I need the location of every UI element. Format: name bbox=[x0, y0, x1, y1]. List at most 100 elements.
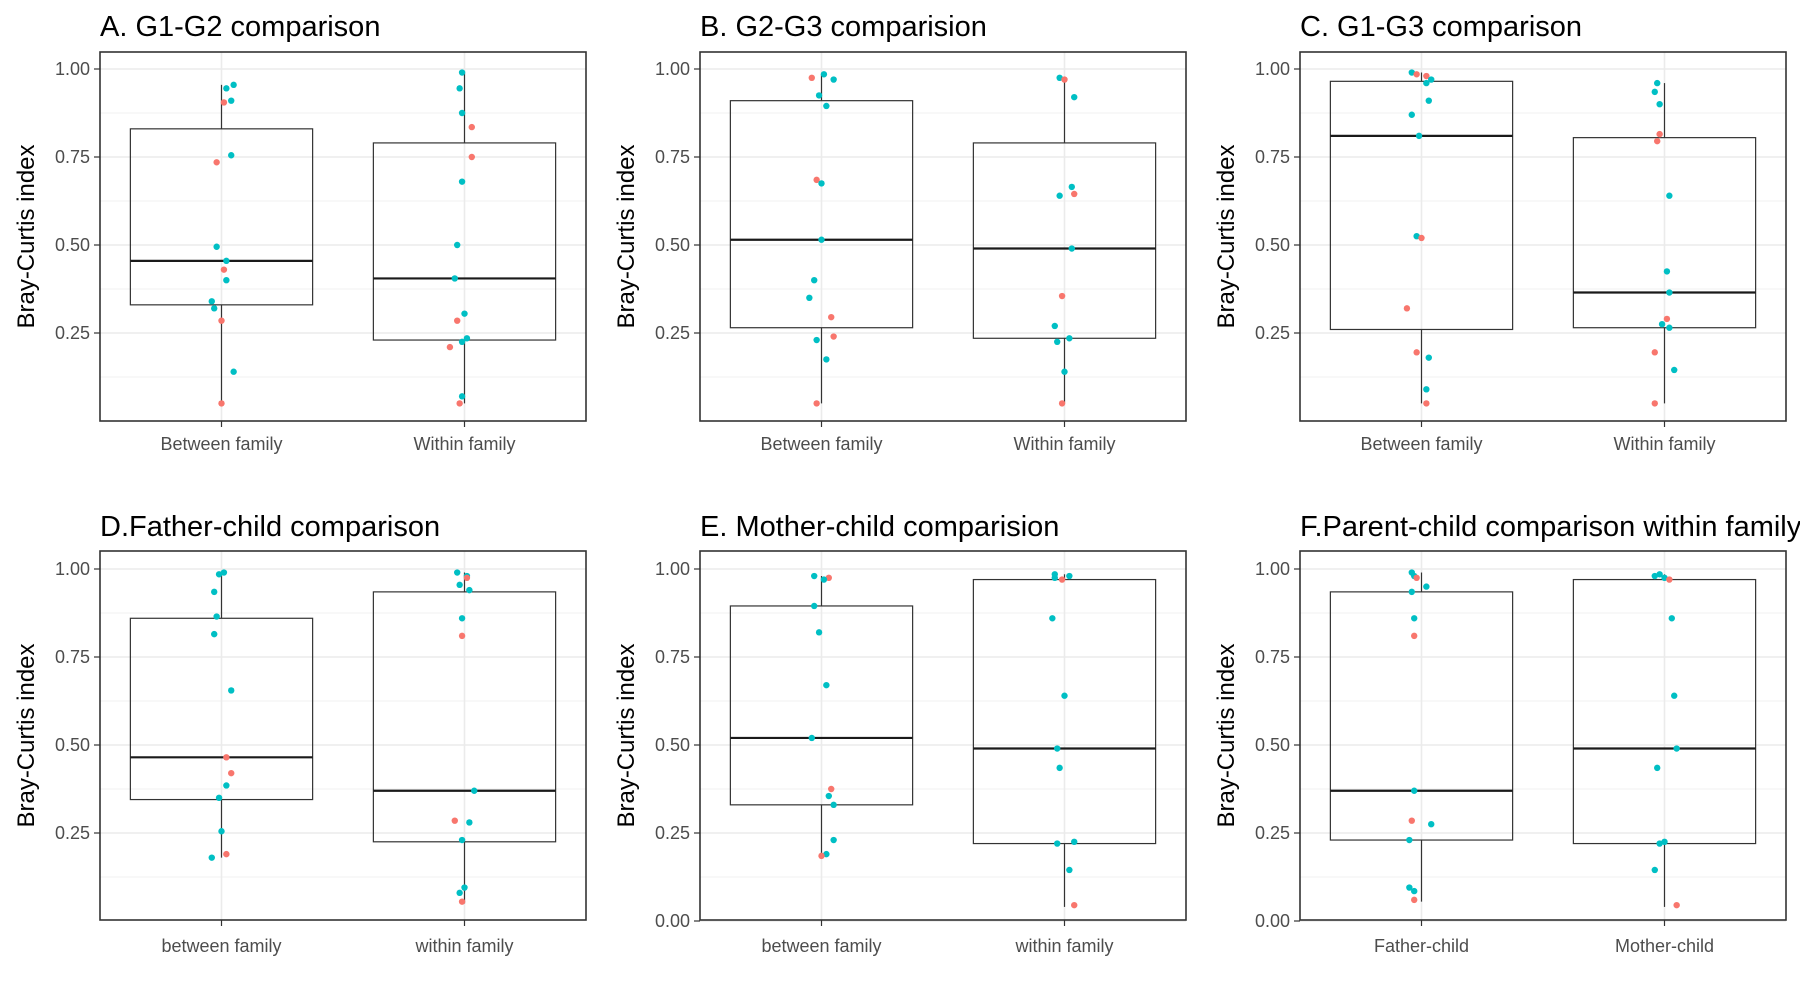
data-point bbox=[458, 898, 466, 905]
data-point bbox=[456, 889, 463, 897]
data-point bbox=[220, 99, 228, 106]
data-point bbox=[830, 76, 837, 83]
data-point bbox=[1068, 245, 1075, 252]
data-point bbox=[454, 317, 461, 324]
y-tick-label: 1.00 bbox=[655, 59, 690, 79]
data-point bbox=[223, 850, 230, 858]
data-point bbox=[1428, 76, 1435, 83]
panel-b: 0.25 0.50 0.75 1.00 Between family Within fam… bbox=[613, 11, 1187, 454]
data-point bbox=[1066, 335, 1073, 342]
panel-title: C. G1-G3 comparison bbox=[1300, 11, 1582, 43]
y-tick-label: 0.75 bbox=[55, 147, 90, 167]
data-point bbox=[820, 576, 828, 583]
data-point bbox=[223, 754, 230, 761]
data-point bbox=[468, 153, 475, 161]
data-point bbox=[1428, 821, 1435, 828]
data-point bbox=[458, 836, 466, 844]
data-point bbox=[228, 687, 235, 694]
y-tick-label: 0.25 bbox=[655, 323, 690, 343]
data-point bbox=[815, 92, 823, 99]
data-point bbox=[1661, 838, 1668, 845]
data-point bbox=[1425, 97, 1432, 104]
data-point bbox=[1423, 386, 1430, 393]
data-point bbox=[1061, 692, 1068, 699]
data-point bbox=[828, 313, 835, 321]
data-point bbox=[451, 817, 458, 824]
x-tick-label: within family bbox=[1014, 936, 1113, 956]
data-point bbox=[811, 277, 818, 284]
panel-title: E. Mother-child comparision bbox=[700, 511, 1059, 543]
points-layer bbox=[208, 69, 475, 407]
panel-d: 0.25 0.50 0.75 1.00 between family within fam… bbox=[13, 511, 587, 956]
data-point bbox=[1415, 132, 1423, 140]
data-point bbox=[818, 236, 825, 243]
data-point bbox=[463, 574, 471, 581]
data-point bbox=[1049, 615, 1056, 622]
data-point bbox=[458, 632, 466, 640]
y-axis-title: Bray-Curtis index bbox=[1213, 144, 1240, 328]
data-point bbox=[1054, 840, 1061, 847]
y-tick-label: 0.75 bbox=[55, 647, 90, 667]
panel-background bbox=[700, 551, 1186, 920]
box-body bbox=[129, 128, 314, 306]
data-point bbox=[1411, 615, 1418, 622]
y-tick-label: 1.00 bbox=[1255, 59, 1290, 79]
data-point bbox=[218, 828, 225, 835]
data-point bbox=[451, 275, 458, 282]
y-tick-label: 0.25 bbox=[655, 823, 690, 843]
box bbox=[1572, 83, 1757, 404]
data-point bbox=[230, 368, 237, 375]
data-point bbox=[1666, 289, 1673, 296]
data-point bbox=[1423, 400, 1430, 407]
data-point bbox=[1061, 76, 1068, 83]
box bbox=[729, 576, 914, 858]
data-point bbox=[830, 333, 837, 340]
data-point bbox=[1413, 349, 1420, 356]
data-point bbox=[1056, 764, 1063, 772]
panel-title: D.Father-child comparison bbox=[100, 511, 440, 543]
data-point bbox=[823, 850, 830, 858]
box-body bbox=[972, 142, 1157, 339]
points-layer bbox=[808, 571, 1078, 909]
data-point bbox=[211, 588, 218, 596]
data-point bbox=[830, 836, 837, 844]
data-point bbox=[458, 338, 466, 345]
data-point bbox=[811, 572, 818, 580]
x-tick-label: Within family bbox=[1613, 434, 1715, 454]
data-point bbox=[213, 613, 220, 620]
data-point bbox=[813, 400, 820, 407]
data-point bbox=[818, 180, 825, 187]
data-point bbox=[228, 152, 235, 159]
data-point bbox=[1656, 130, 1663, 138]
data-point bbox=[211, 305, 218, 312]
data-point bbox=[215, 794, 223, 801]
data-point bbox=[1651, 400, 1658, 407]
y-axis-title: Bray-Curtis index bbox=[613, 643, 640, 827]
data-point bbox=[458, 393, 466, 400]
data-point bbox=[1663, 268, 1671, 275]
data-point bbox=[466, 819, 473, 826]
data-point bbox=[1651, 88, 1658, 96]
panel-border bbox=[699, 51, 1187, 422]
data-point bbox=[456, 85, 463, 92]
x-tick-label: Between family bbox=[1360, 434, 1482, 454]
panel-border bbox=[99, 51, 587, 422]
panel-e: 0.00 0.25 0.50 0.75 1.00 between family within… bbox=[613, 511, 1187, 956]
data-point bbox=[1411, 632, 1418, 640]
data-point bbox=[1411, 896, 1418, 904]
data-point bbox=[215, 571, 223, 578]
data-point bbox=[813, 176, 820, 184]
data-point bbox=[1656, 101, 1663, 108]
panel-c: 0.25 0.50 0.75 1.00 Between family Within fam… bbox=[1213, 11, 1787, 454]
y-tick-label: 1.00 bbox=[655, 559, 690, 579]
data-point bbox=[825, 792, 832, 800]
data-point bbox=[808, 734, 815, 742]
data-point bbox=[454, 241, 461, 249]
data-point bbox=[461, 310, 468, 317]
y-tick-label: 0.75 bbox=[1255, 147, 1290, 167]
data-point bbox=[1656, 571, 1663, 578]
data-point bbox=[228, 97, 235, 104]
y-tick-label: 1.00 bbox=[55, 59, 90, 79]
data-point bbox=[1051, 322, 1058, 330]
data-point bbox=[1654, 137, 1661, 145]
